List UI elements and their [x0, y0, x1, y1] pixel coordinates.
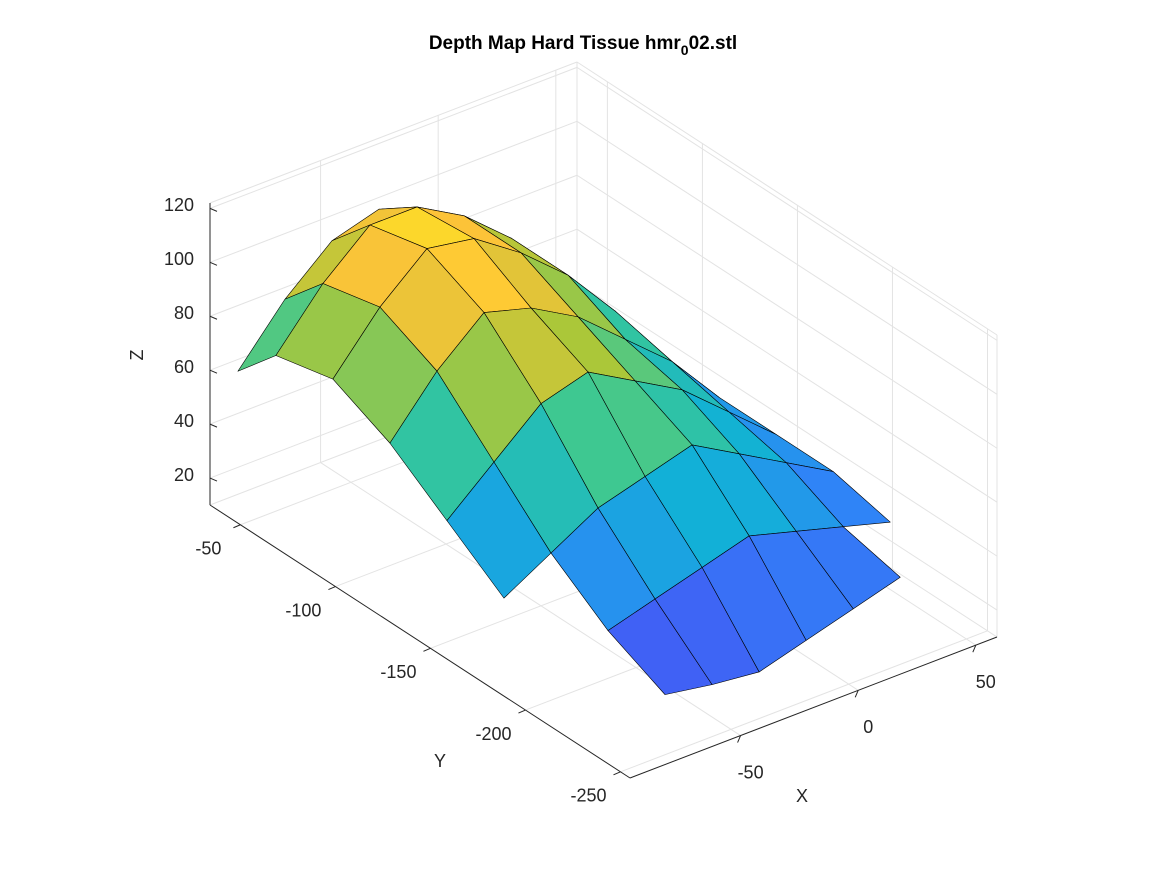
chart-title: Depth Map Hard Tissue hmr002.stl	[429, 33, 737, 58]
x-axis	[629, 636, 998, 779]
z-tick-label: 100	[164, 249, 194, 269]
x-tick	[737, 735, 742, 743]
z-tick-label: 120	[164, 195, 194, 215]
y-tick	[328, 586, 336, 590]
y-tick	[613, 771, 621, 776]
surface	[237, 206, 901, 695]
title-main: Depth Map Hard Tissue hmr	[429, 33, 682, 54]
y-axis-label: Y	[434, 751, 446, 771]
x-tick-label: -50	[738, 762, 764, 782]
y-axis	[209, 504, 631, 779]
surface-patch	[607, 598, 713, 695]
z-tick-label: 40	[174, 411, 194, 431]
axes: 20 40 60 80 100 120 -250 -200 -150 -100 -50 -50 0 50 Z…	[127, 195, 998, 806]
title-subscript: 0	[681, 42, 689, 58]
grid-line	[576, 66, 998, 341]
z-tick	[209, 261, 218, 266]
grid-line	[576, 228, 998, 503]
y-tick	[423, 647, 431, 652]
y-tick-label: -150	[380, 662, 416, 682]
grid-line	[576, 120, 998, 395]
z-tick	[209, 315, 218, 320]
grid-line	[576, 174, 998, 449]
surface-patch	[446, 461, 552, 599]
z-tick	[209, 369, 218, 374]
box-edge	[576, 61, 998, 336]
y-tick-label: -100	[285, 600, 321, 620]
box-edge	[209, 61, 578, 204]
y-tick-label: -250	[570, 786, 606, 806]
y-tick-label: -200	[475, 724, 511, 744]
z-tick-label: 20	[174, 465, 194, 485]
grid-line	[620, 630, 988, 773]
y-tick-label: -50	[195, 539, 221, 559]
grid-line	[209, 66, 578, 209]
x-axis-label: X	[796, 786, 808, 806]
grid-line	[209, 120, 578, 263]
x-tick	[972, 644, 977, 653]
grid-line	[576, 282, 998, 557]
x-tick	[854, 690, 859, 698]
y-tick	[233, 524, 241, 529]
z-tick-label: 80	[174, 303, 194, 323]
title-suffix: 02.stl	[689, 33, 738, 54]
z-tick	[209, 423, 218, 428]
x-tick-label: 0	[863, 717, 873, 737]
z-tick	[209, 207, 218, 212]
z-tick	[209, 477, 218, 482]
x-tick-label: 50	[976, 672, 996, 692]
y-tick	[518, 709, 526, 714]
z-tick-label: 60	[174, 357, 194, 377]
z-axis-label: Z	[127, 350, 147, 361]
